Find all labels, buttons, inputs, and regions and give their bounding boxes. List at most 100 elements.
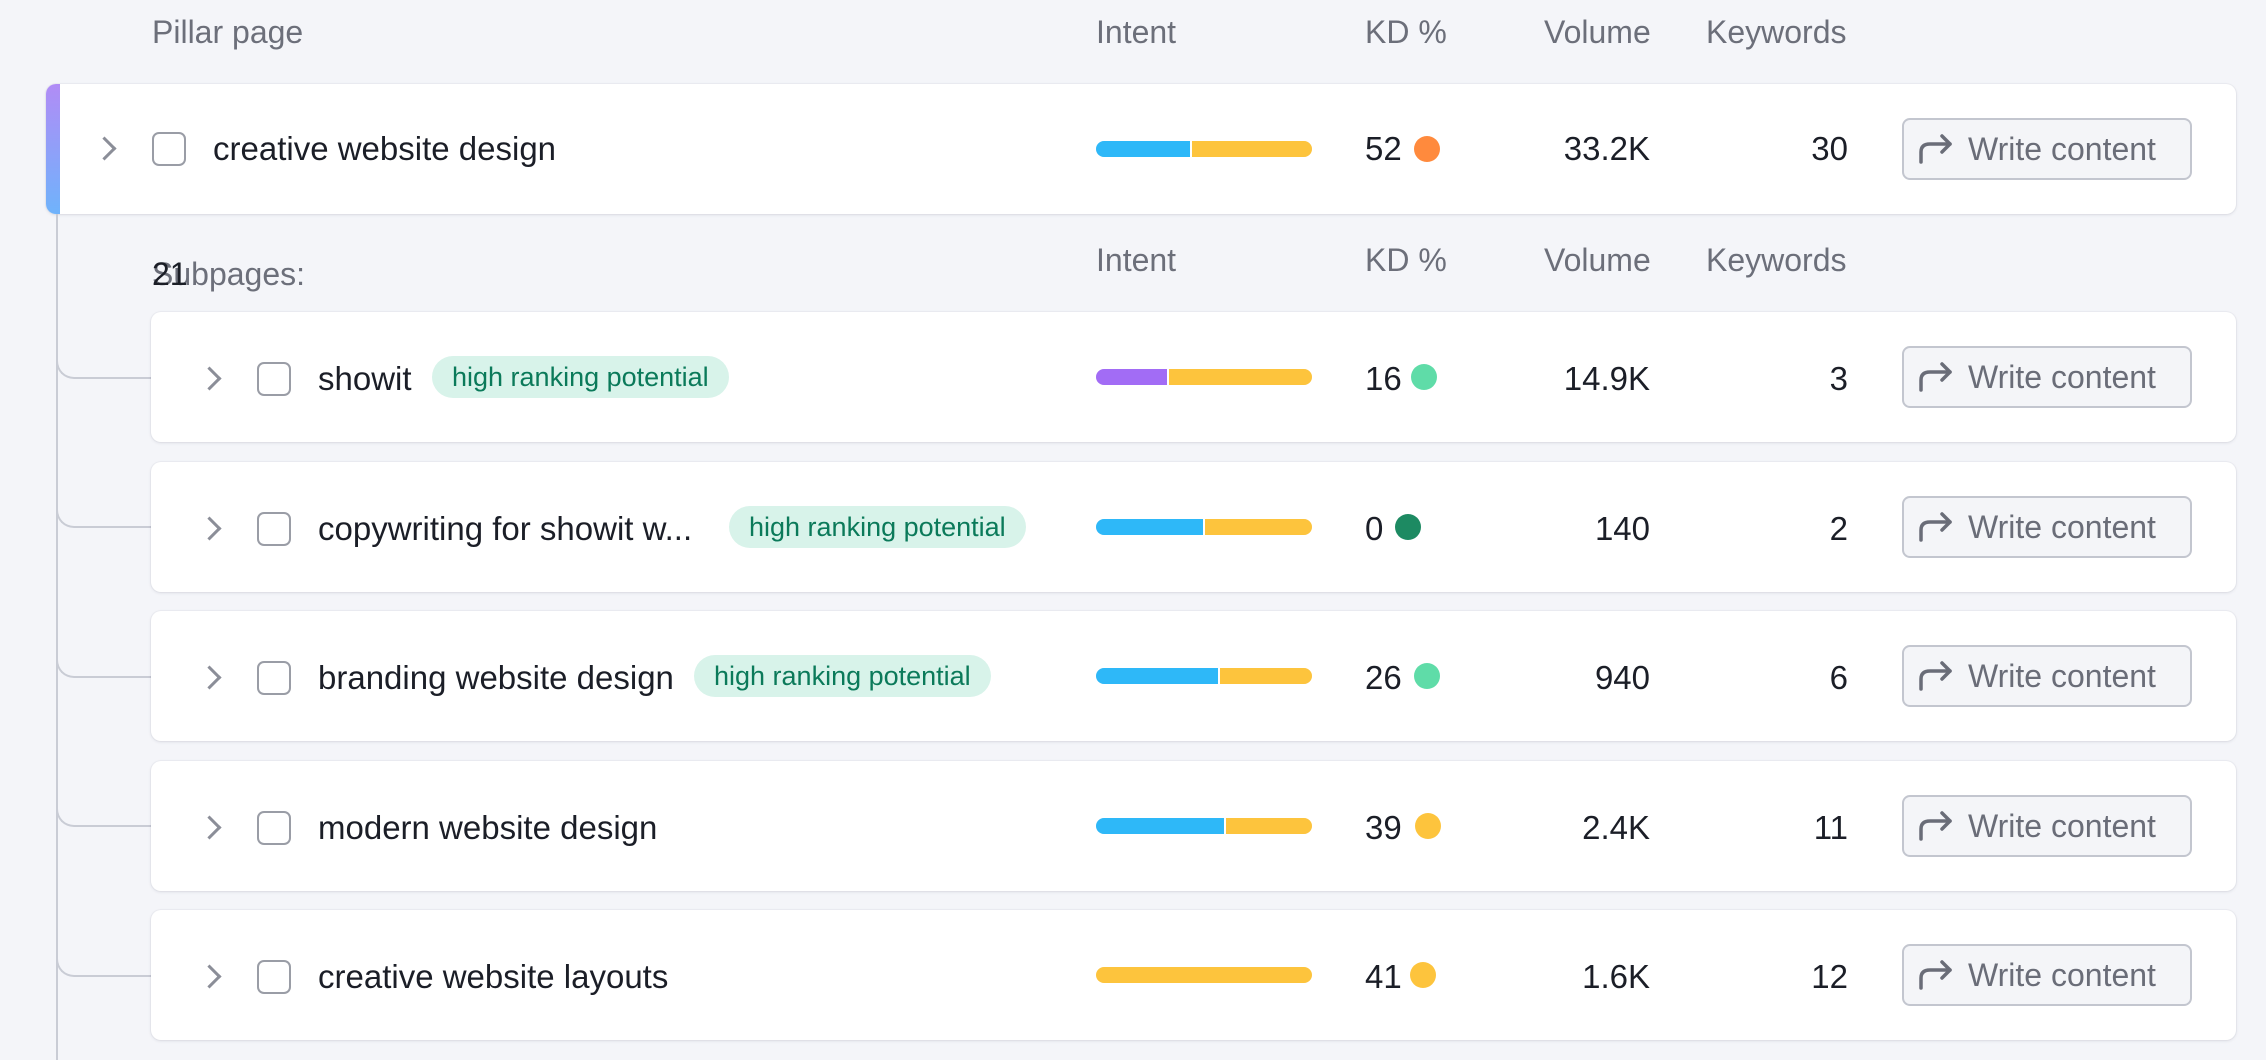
kd-value: 52 <box>1365 130 1402 167</box>
kd-indicator-dot <box>1411 364 1437 390</box>
subpage-keyword[interactable]: modern website design <box>318 809 658 846</box>
intent-segment <box>1166 369 1312 385</box>
intent-segment <box>1190 141 1312 157</box>
intent-segment <box>1096 141 1191 157</box>
chevron-right-icon[interactable] <box>197 665 222 690</box>
intent-segment <box>1217 668 1312 684</box>
write-content-button[interactable]: Write content <box>1902 645 2192 707</box>
volume-value: 940 <box>1594 659 1650 696</box>
keywords-header: Keywords <box>1706 14 1847 50</box>
subpages-count: 21 <box>152 256 188 292</box>
subpage-keyword[interactable]: branding website design <box>318 659 674 696</box>
subpages-header: Subpages: 21 Intent KD % Volume Keywords <box>0 228 2266 292</box>
subpage-row[interactable]: copywriting for showit w... high ranking… <box>151 462 2236 592</box>
tree-branch <box>56 787 151 827</box>
write-content-label: Write content <box>1968 358 2156 395</box>
volume-header: Volume <box>1544 14 1651 50</box>
kd-header: KD % <box>1365 242 1447 278</box>
table-header: Pillar page Intent KD % Volume Keywords <box>0 0 2266 60</box>
intent-bar <box>1096 818 1312 834</box>
volume-value: 2.4K <box>1582 809 1650 846</box>
subpage-checkbox[interactable] <box>257 512 291 546</box>
chevron-right-icon[interactable] <box>92 136 117 161</box>
write-content-label: Write content <box>1968 807 2156 844</box>
subpage-checkbox[interactable] <box>257 661 291 695</box>
write-content-label: Write content <box>1968 130 2156 167</box>
volume-value: 140 <box>1594 510 1650 547</box>
chevron-right-icon[interactable] <box>197 815 222 840</box>
share-arrow-icon <box>1919 362 1952 392</box>
share-arrow-icon <box>1919 960 1952 990</box>
write-content-button[interactable]: Write content <box>1902 944 2192 1006</box>
keywords-count: 6 <box>1829 659 1848 696</box>
subpage-checkbox[interactable] <box>257 811 291 845</box>
subpage-keyword[interactable]: showit <box>318 360 412 397</box>
intent-segment <box>1096 519 1203 535</box>
keywords-header: Keywords <box>1706 242 1847 278</box>
intent-segment <box>1203 519 1312 535</box>
keywords-count: 11 <box>1813 809 1848 846</box>
pillar-row[interactable]: creative website design 52 33.2K 30 Writ… <box>46 84 2236 214</box>
write-content-label: Write content <box>1968 956 2156 993</box>
kd-value: 0 <box>1365 510 1384 547</box>
write-content-button[interactable]: Write content <box>1902 118 2192 180</box>
pillar-accent-bar <box>46 84 60 214</box>
share-arrow-icon <box>1919 512 1952 542</box>
ranking-potential-badge: high ranking potential <box>694 655 991 697</box>
intent-segment <box>1096 818 1225 834</box>
volume-value: 33.2K <box>1563 130 1650 167</box>
share-arrow-icon <box>1919 661 1952 691</box>
intent-segment <box>1224 818 1312 834</box>
subpage-keyword[interactable]: copywriting for showit w... <box>318 510 693 547</box>
pillar-page-header: Pillar page <box>152 14 304 50</box>
tree-branch <box>56 638 151 678</box>
kd-value: 26 <box>1365 659 1402 696</box>
intent-bar <box>1096 369 1312 385</box>
subpage-row[interactable]: showit high ranking potential 16 14.9K 3… <box>151 312 2236 442</box>
write-content-label: Write content <box>1968 657 2156 694</box>
ranking-potential-badge: high ranking potential <box>729 506 1026 548</box>
tree-branch <box>56 937 151 977</box>
intent-header: Intent <box>1096 242 1177 278</box>
intent-segment <box>1096 967 1312 983</box>
kd-indicator-dot <box>1414 136 1440 162</box>
write-content-label: Write content <box>1968 508 2156 545</box>
ranking-potential-badge: high ranking potential <box>432 356 729 398</box>
kd-indicator-dot <box>1414 663 1440 689</box>
kd-indicator-dot <box>1410 962 1436 988</box>
kd-header: KD % <box>1365 14 1447 50</box>
subpage-checkbox[interactable] <box>257 960 291 994</box>
chevron-right-icon[interactable] <box>197 516 222 541</box>
subpage-checkbox[interactable] <box>257 362 291 396</box>
tree-branch <box>56 339 151 379</box>
pillar-checkbox[interactable] <box>152 132 186 166</box>
volume-value: 1.6K <box>1582 958 1650 995</box>
write-content-button[interactable]: Write content <box>1902 795 2192 857</box>
intent-bar <box>1096 141 1312 157</box>
pillar-keyword[interactable]: creative website design <box>213 130 557 167</box>
keywords-count: 30 <box>1811 130 1848 167</box>
keywords-count: 3 <box>1829 360 1848 397</box>
subpages-text: Subpages: <box>152 256 306 292</box>
share-arrow-icon <box>1919 811 1952 841</box>
chevron-right-icon[interactable] <box>197 366 222 391</box>
tree-branch <box>56 488 151 528</box>
tree-connector-line <box>56 214 58 1060</box>
subpage-row[interactable]: creative website layouts 41 1.6K 12 Writ… <box>151 910 2236 1040</box>
kd-indicator-dot <box>1395 514 1421 540</box>
write-content-button[interactable]: Write content <box>1902 346 2192 408</box>
kd-value: 39 <box>1365 809 1402 846</box>
subpage-row[interactable]: modern website design 39 2.4K 11 Write c… <box>151 761 2236 891</box>
kd-value: 16 <box>1365 360 1402 397</box>
chevron-right-icon[interactable] <box>197 964 222 989</box>
subpage-keyword[interactable]: creative website layouts <box>318 958 669 995</box>
intent-segment <box>1096 369 1167 385</box>
write-content-button[interactable]: Write content <box>1902 496 2192 558</box>
kd-value: 41 <box>1365 958 1402 995</box>
subpage-row[interactable]: branding website design high ranking pot… <box>151 611 2236 741</box>
intent-bar <box>1096 668 1312 684</box>
keywords-count: 2 <box>1829 510 1848 547</box>
volume-value: 14.9K <box>1563 360 1650 397</box>
intent-bar <box>1096 967 1312 983</box>
intent-bar <box>1096 519 1312 535</box>
